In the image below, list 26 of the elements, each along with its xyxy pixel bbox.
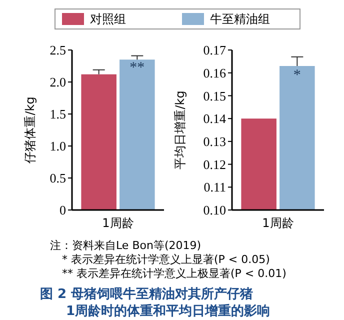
y-tick-label: 0.17 xyxy=(203,42,226,58)
text: * 表示差异在统计学意义上显著(P < 0.05) xyxy=(62,253,270,266)
annotation: ** xyxy=(130,60,145,76)
y-tick-label: 2.5 xyxy=(50,42,66,58)
y-tick-label: 1.0 xyxy=(50,138,66,154)
legend-label: 对照组 xyxy=(90,12,126,26)
y-tick-label: 0.11 xyxy=(204,180,226,195)
y-tick-label: 0.15 xyxy=(203,88,226,104)
y-tick-label: 0.14 xyxy=(203,111,226,126)
x-tick-label: 1周龄 xyxy=(262,216,294,230)
y-tick-label: 0.5 xyxy=(50,170,66,186)
y-tick-label: 1.5 xyxy=(50,106,66,122)
y-tick-label: 0.10 xyxy=(203,202,226,218)
text: 注：资料来自Le Bon等(2019) xyxy=(50,239,202,252)
y-tick-label: 2.0 xyxy=(50,74,66,90)
y-axis-title: 仔猪体重/kg xyxy=(23,96,37,164)
y-tick-label: 0.12 xyxy=(203,156,226,172)
y-tick-label: 0.13 xyxy=(203,134,226,149)
y-axis-title: 平均日增重/kg xyxy=(173,90,187,170)
legend-label: 牛至精油组 xyxy=(210,12,270,26)
text: 图 2 母猪饲喂牛至精油对其所产仔猪1周龄时的体重和平均日增重的影响 xyxy=(40,286,270,319)
x-tick-label: 1周龄 xyxy=(102,216,134,230)
y-tick-label: 0 xyxy=(60,202,66,218)
y-tick-label: 0.16 xyxy=(203,65,226,80)
annotation: * xyxy=(293,68,301,84)
text: ** 表示差异在统计学意义上极显著(P < 0.01) xyxy=(62,267,286,280)
